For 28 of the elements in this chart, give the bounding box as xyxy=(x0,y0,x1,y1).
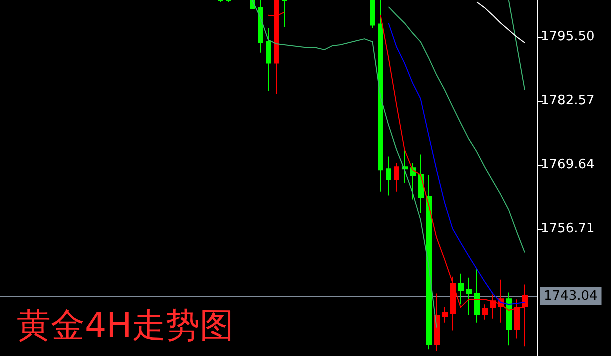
candlestick xyxy=(258,0,263,54)
candlestick xyxy=(506,292,512,346)
line-series xyxy=(388,6,526,254)
candlestick xyxy=(282,0,287,28)
candlestick xyxy=(434,293,440,352)
ref-line-label: 1743.04 xyxy=(544,288,598,304)
line-series xyxy=(476,1,526,44)
candlestick xyxy=(266,28,271,92)
text: 黄金4H走势图 xyxy=(17,306,234,346)
candlestick xyxy=(482,304,488,320)
y-tick-label: 1782.57 xyxy=(541,94,595,109)
candlestick xyxy=(378,0,383,192)
candlestick xyxy=(402,149,408,184)
y-tick-label: 1795.50 xyxy=(541,30,595,45)
line-series xyxy=(388,22,526,306)
line-series xyxy=(252,0,438,328)
candlestick xyxy=(394,162,399,192)
y-tick-label: 1769.64 xyxy=(541,157,595,172)
candlestick xyxy=(466,277,472,316)
candlestick xyxy=(474,268,480,324)
candlestick xyxy=(458,273,464,306)
candlestick xyxy=(442,306,448,324)
y-tick-label: 1756.71 xyxy=(541,221,595,236)
candlestick xyxy=(418,154,424,214)
candlestick xyxy=(426,174,432,350)
candlestick xyxy=(410,162,416,200)
candlestick xyxy=(386,156,391,196)
candlestick xyxy=(370,0,375,29)
